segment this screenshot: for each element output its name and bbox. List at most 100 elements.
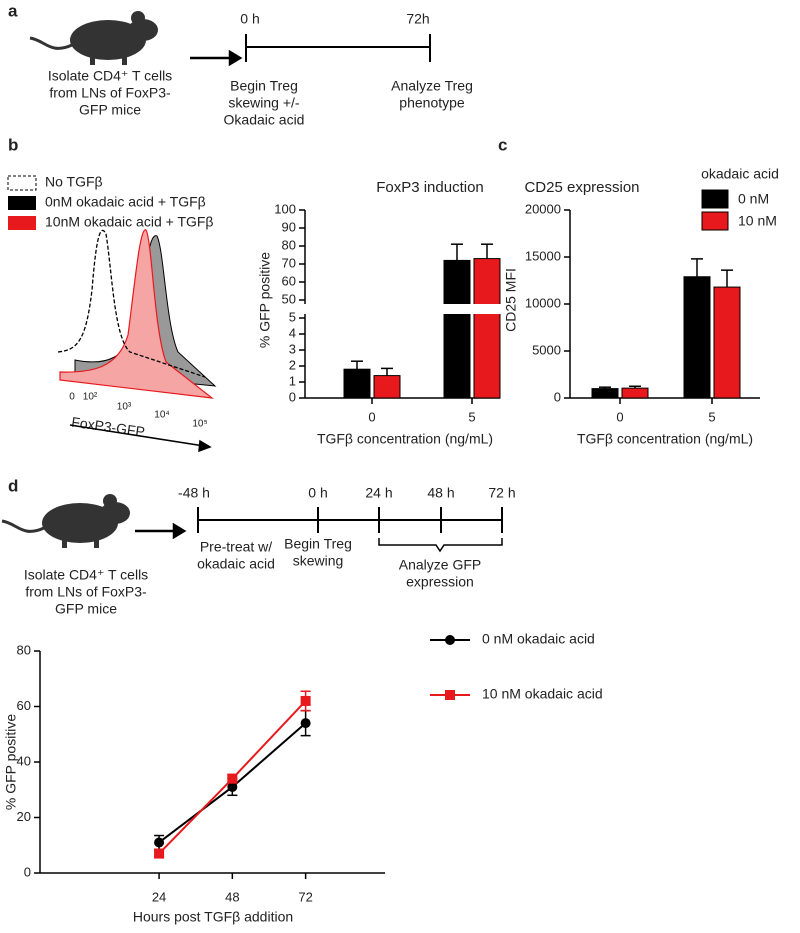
chart-title: CD25 expression [524,179,639,196]
y-tick-label: 40 [17,753,31,768]
hist-tick-label: 0 [69,392,75,403]
marker [445,635,455,645]
bar [683,276,711,399]
legend-swatch [8,216,36,230]
y-tick-label: 2 [289,357,296,372]
time-label: 72h [406,11,429,27]
legend-title: okadaic acid [701,166,779,182]
timeline [245,34,431,62]
arrow [69,424,212,453]
y-tick-label: 1 [289,373,296,388]
marker [227,781,238,792]
legend-text: 10 nM [738,213,777,229]
y-axis-label: % GFP positive [3,714,19,810]
y-tick-label: 100 [274,201,296,216]
legend-swatch [7,175,37,191]
step-text: Begin Treg [284,536,352,552]
time-label: 0 h [308,485,327,501]
y-tick-label: 5 [289,309,296,324]
timeline [197,507,503,533]
step-text: Analyze GFP [399,557,481,573]
marker [300,695,311,706]
source-text: Isolate CD4⁺ T cells [24,567,148,583]
x-tick-label: 5 [468,409,475,424]
y-tick-label: 60 [282,273,296,288]
source-text: from LNs of FoxP3- [25,584,147,600]
x-tick-label: 5 [708,409,715,424]
hist-tick-label: 10⁵ [192,419,207,430]
legend-text: 0 nM okadaic acid [482,631,595,647]
y-tick-label: 0 [24,864,31,879]
y-tick-label: 70 [282,255,296,270]
histogram-curves [57,229,217,399]
legend-swatch [701,211,729,231]
x-axis-label: Hours post TGFβ addition [133,909,293,925]
source-text: GFP mice [55,601,117,617]
x-tick-label: 24 [152,889,166,904]
y-axis-label: CD25 MFI [503,268,519,332]
arrow [190,49,243,67]
legend-text: 0nM okadaic acid + TGFβ [45,194,206,210]
time-label: 48 h [427,485,454,501]
legend-swatch [701,189,729,209]
hist-tick-label: 10³ [117,402,132,413]
legend-text: 10 nM okadaic acid [482,686,603,702]
x-tick-label: 72 [298,889,312,904]
bar [473,258,501,399]
bar [443,259,471,399]
x-tick-label: 0 [616,409,623,424]
y-tick-label: 3 [289,341,296,356]
y-tick-label: 90 [282,219,296,234]
legend-text: 0 nM [738,191,769,207]
y-tick-label: 5000 [532,342,561,357]
y-tick-label: 80 [17,642,31,657]
source-text: from LNs of FoxP3- [49,85,171,101]
x-tick-label: 48 [225,889,239,904]
step-text: Begin Treg [230,78,298,94]
step-text: expression [406,574,474,590]
bar [713,286,741,399]
y-tick-label: 4 [289,325,296,340]
marker [300,718,311,729]
y-tick-label: 0 [289,389,296,404]
chart-title: FoxP3 induction [376,179,484,196]
x-tick-label: 0 [368,409,375,424]
y-tick-label: 80 [282,237,296,252]
y-tick-label: 20000 [525,201,561,216]
panel-label: b [8,135,18,154]
panel-label: c [498,135,507,154]
time-label: 0 h [240,11,259,27]
step-text: okadaic acid [197,556,275,572]
step-text: skewing +/- [228,95,300,111]
y-tick-label: 0 [554,389,561,404]
marker [227,773,238,784]
legend-swatch [8,196,36,210]
step-text: Okadaic acid [224,112,305,128]
y-tick-label: 60 [17,698,31,713]
legend-text: 10nM okadaic acid + TGFβ [45,214,214,230]
x-axis-label: TGFβ concentration (ng/mL) [317,431,493,447]
x-axis-label: TGFβ concentration (ng/mL) [577,431,753,447]
step-text: Pre-treat w/ [200,539,272,555]
marker [154,837,165,848]
axis-break [295,304,502,314]
bar [591,388,619,399]
step-text: skewing [293,553,344,569]
bracket [378,538,503,553]
panel-label: d [8,476,18,495]
y-tick-label: 20 [17,809,31,824]
source-text: GFP mice [79,102,141,118]
time-label: -48 h [178,485,210,501]
hist-tick-label: 10² [83,392,98,403]
y-tick-label: 50 [282,291,296,306]
step-text: phenotype [399,95,465,111]
hist-tick-label: 10⁴ [154,410,169,421]
marker [154,848,165,859]
step-text: Analyze Treg [391,78,473,94]
panel-label: a [8,1,18,20]
time-label: 72 h [488,485,515,501]
y-axis-label: % GFP positive [257,252,273,348]
bar [343,368,371,399]
y-tick-label: 15000 [525,248,561,263]
